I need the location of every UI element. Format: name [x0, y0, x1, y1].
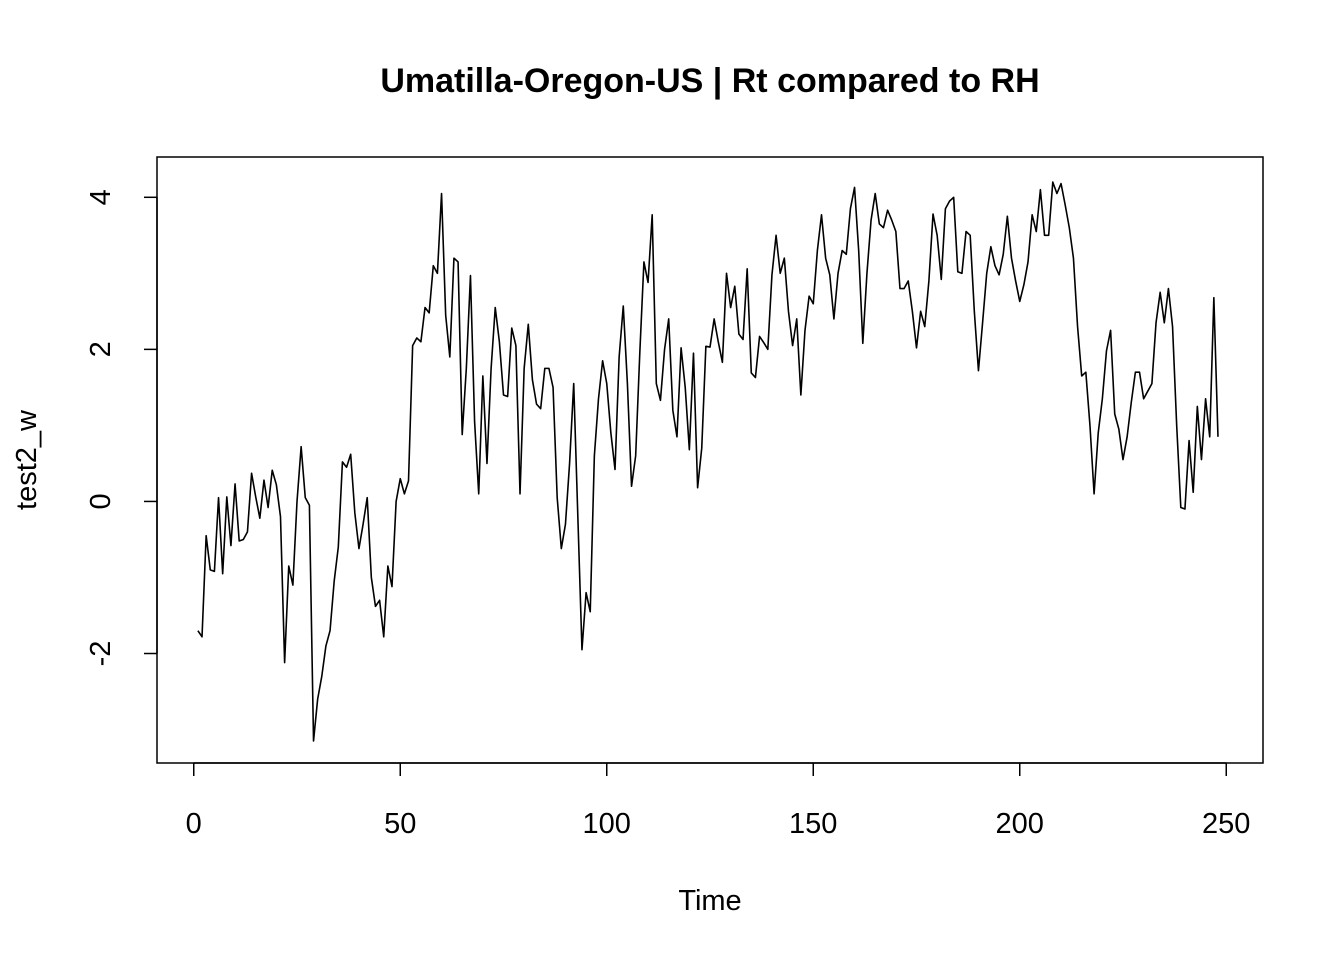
series-line	[197, 181, 1219, 742]
x-axis-label: Time	[678, 885, 741, 917]
y-tick-label: 4	[85, 189, 117, 205]
x-tick-label: 250	[1202, 808, 1250, 840]
y-tick-label: -2	[85, 641, 117, 667]
x-tick-label: 100	[583, 808, 631, 840]
x-tick-label: 0	[186, 808, 202, 840]
x-tick-label: 150	[789, 808, 837, 840]
chart-title: Umatilla-Oregon-US | Rt compared to RH	[380, 62, 1039, 100]
y-axis: -2 0 2 4	[85, 189, 158, 667]
y-tick-label: 2	[85, 341, 117, 357]
x-tick-label: 50	[384, 808, 416, 840]
y-axis-label: test2_w	[11, 409, 43, 510]
y-tick-label: 0	[85, 493, 117, 509]
x-axis: 0 50 100 150 200 250	[186, 762, 1250, 840]
x-tick-label: 200	[996, 808, 1044, 840]
